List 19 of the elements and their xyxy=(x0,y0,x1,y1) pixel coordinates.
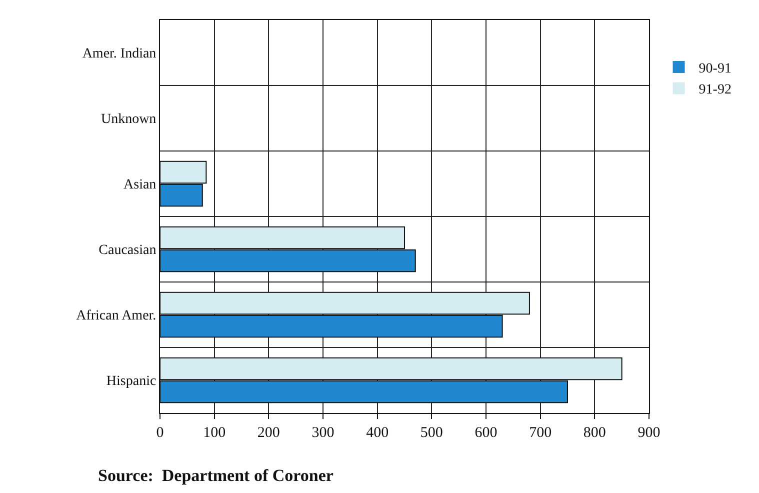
x-tick-label: 800 xyxy=(583,425,606,441)
y-tick-label: Unknown xyxy=(100,112,156,128)
x-tick-label: 400 xyxy=(366,425,389,441)
x-tick-label: 300 xyxy=(312,425,334,441)
source-note: Source: Department of Coroner xyxy=(98,466,334,485)
y-tick-label: Asian xyxy=(124,178,156,193)
x-tick-label: 100 xyxy=(203,425,226,441)
x-tick-label: 200 xyxy=(257,425,280,441)
y-tick-label: Hispanic xyxy=(106,374,156,390)
legend-label: 91-92 xyxy=(698,82,732,98)
x-tick-label: 500 xyxy=(420,425,443,441)
legend-label: 90-91 xyxy=(698,62,732,76)
x-tick-label: 700 xyxy=(529,425,552,441)
y-tick-label: Caucasian xyxy=(98,243,156,258)
y-tick-label: Amer. Indian xyxy=(82,46,156,62)
x-tick-label: 0 xyxy=(156,425,164,441)
x-tick-label: 600 xyxy=(474,425,498,441)
y-tick-label: African Amer. xyxy=(76,308,156,324)
x-tick-label: 900 xyxy=(638,425,660,441)
